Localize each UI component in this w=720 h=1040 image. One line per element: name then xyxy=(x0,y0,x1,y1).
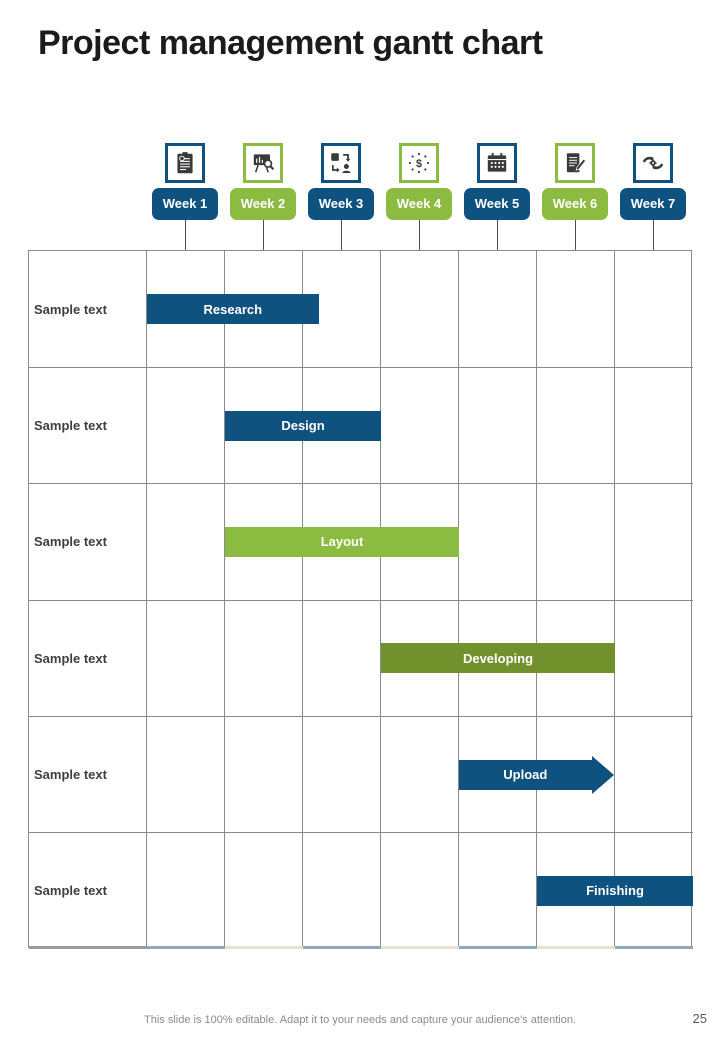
svg-text:$: $ xyxy=(416,158,422,170)
grid-hline xyxy=(29,715,693,717)
week-chip-3: Week 3 xyxy=(308,188,374,220)
page-title: Project management gantt chart xyxy=(38,24,543,62)
task-bar-label: Layout xyxy=(320,534,364,550)
week-chip-7: Week 7 xyxy=(620,188,686,220)
table-bottom-segment xyxy=(147,946,225,949)
week-tick xyxy=(419,220,420,250)
dollar-rays-icon: $ xyxy=(406,150,432,176)
week-icon-box xyxy=(477,143,517,183)
table-bottom-segment xyxy=(615,946,693,949)
gantt-table: Sample text Sample text Sample text Sample … xyxy=(28,250,693,949)
week-tick xyxy=(341,220,342,250)
document-edit-icon xyxy=(562,150,588,176)
week-icon-box xyxy=(243,143,283,183)
task-bar-design: Design xyxy=(225,410,381,441)
table-bottom-segment xyxy=(459,946,537,949)
week-tick xyxy=(185,220,186,250)
table-bottom-segment xyxy=(29,946,147,949)
task-bar-label: Design xyxy=(281,418,325,433)
footer-note: This slide is 100% editable. Adapt it to… xyxy=(144,1014,576,1026)
week-icon-box xyxy=(633,143,673,183)
task-bar-label: Upload xyxy=(503,767,548,782)
row-label: Sample text xyxy=(34,417,107,433)
task-bar-label: Developing xyxy=(462,650,534,666)
table-bottom-segment xyxy=(303,946,381,949)
process-workflow-icon xyxy=(328,150,354,176)
week-chip-5: Week 5 xyxy=(464,188,530,220)
task-bar-research: Research xyxy=(147,294,319,325)
row-label: Sample text xyxy=(34,883,107,899)
page-number: 25 xyxy=(692,1011,707,1026)
table-bottom-segment xyxy=(537,946,615,949)
row-label: Sample text xyxy=(34,301,107,317)
week-chip-1: Week 1 xyxy=(152,188,218,220)
week-tick xyxy=(653,220,654,250)
week-tick xyxy=(497,220,498,250)
table-bottom-segment xyxy=(381,946,459,949)
task-bar-label: Finishing xyxy=(586,883,644,899)
task-bar-upload: Upload xyxy=(459,755,614,794)
grid-hline xyxy=(29,366,693,368)
week-chip-4: Week 4 xyxy=(386,188,452,220)
clipboard-report-icon xyxy=(172,150,198,176)
row-label: Sample text xyxy=(34,534,107,550)
task-bar-label: Research xyxy=(203,301,263,317)
task-bar-finishing: Finishing xyxy=(537,875,693,906)
hands-gear-icon xyxy=(640,150,666,176)
presentation-analysis-icon xyxy=(250,150,276,176)
week-chip-2: Week 2 xyxy=(230,188,296,220)
week-tick xyxy=(575,220,576,250)
calendar-icon xyxy=(484,150,510,176)
week-tick xyxy=(263,220,264,250)
week-icon-box xyxy=(321,143,361,183)
task-bar-arrowhead xyxy=(591,755,614,794)
grid-hline xyxy=(29,483,693,485)
table-bottom-segment xyxy=(225,946,303,949)
task-bar-developing: Developing xyxy=(381,643,615,674)
week-icon-box xyxy=(555,143,595,183)
row-label: Sample text xyxy=(34,766,107,782)
week-chip-6: Week 6 xyxy=(542,188,608,220)
grid-hline xyxy=(29,599,693,601)
week-icon-box xyxy=(165,143,205,183)
week-icon-box: $ xyxy=(399,143,439,183)
grid-hline xyxy=(29,832,693,834)
row-label: Sample text xyxy=(34,650,107,666)
task-bar-layout: Layout xyxy=(225,526,459,557)
